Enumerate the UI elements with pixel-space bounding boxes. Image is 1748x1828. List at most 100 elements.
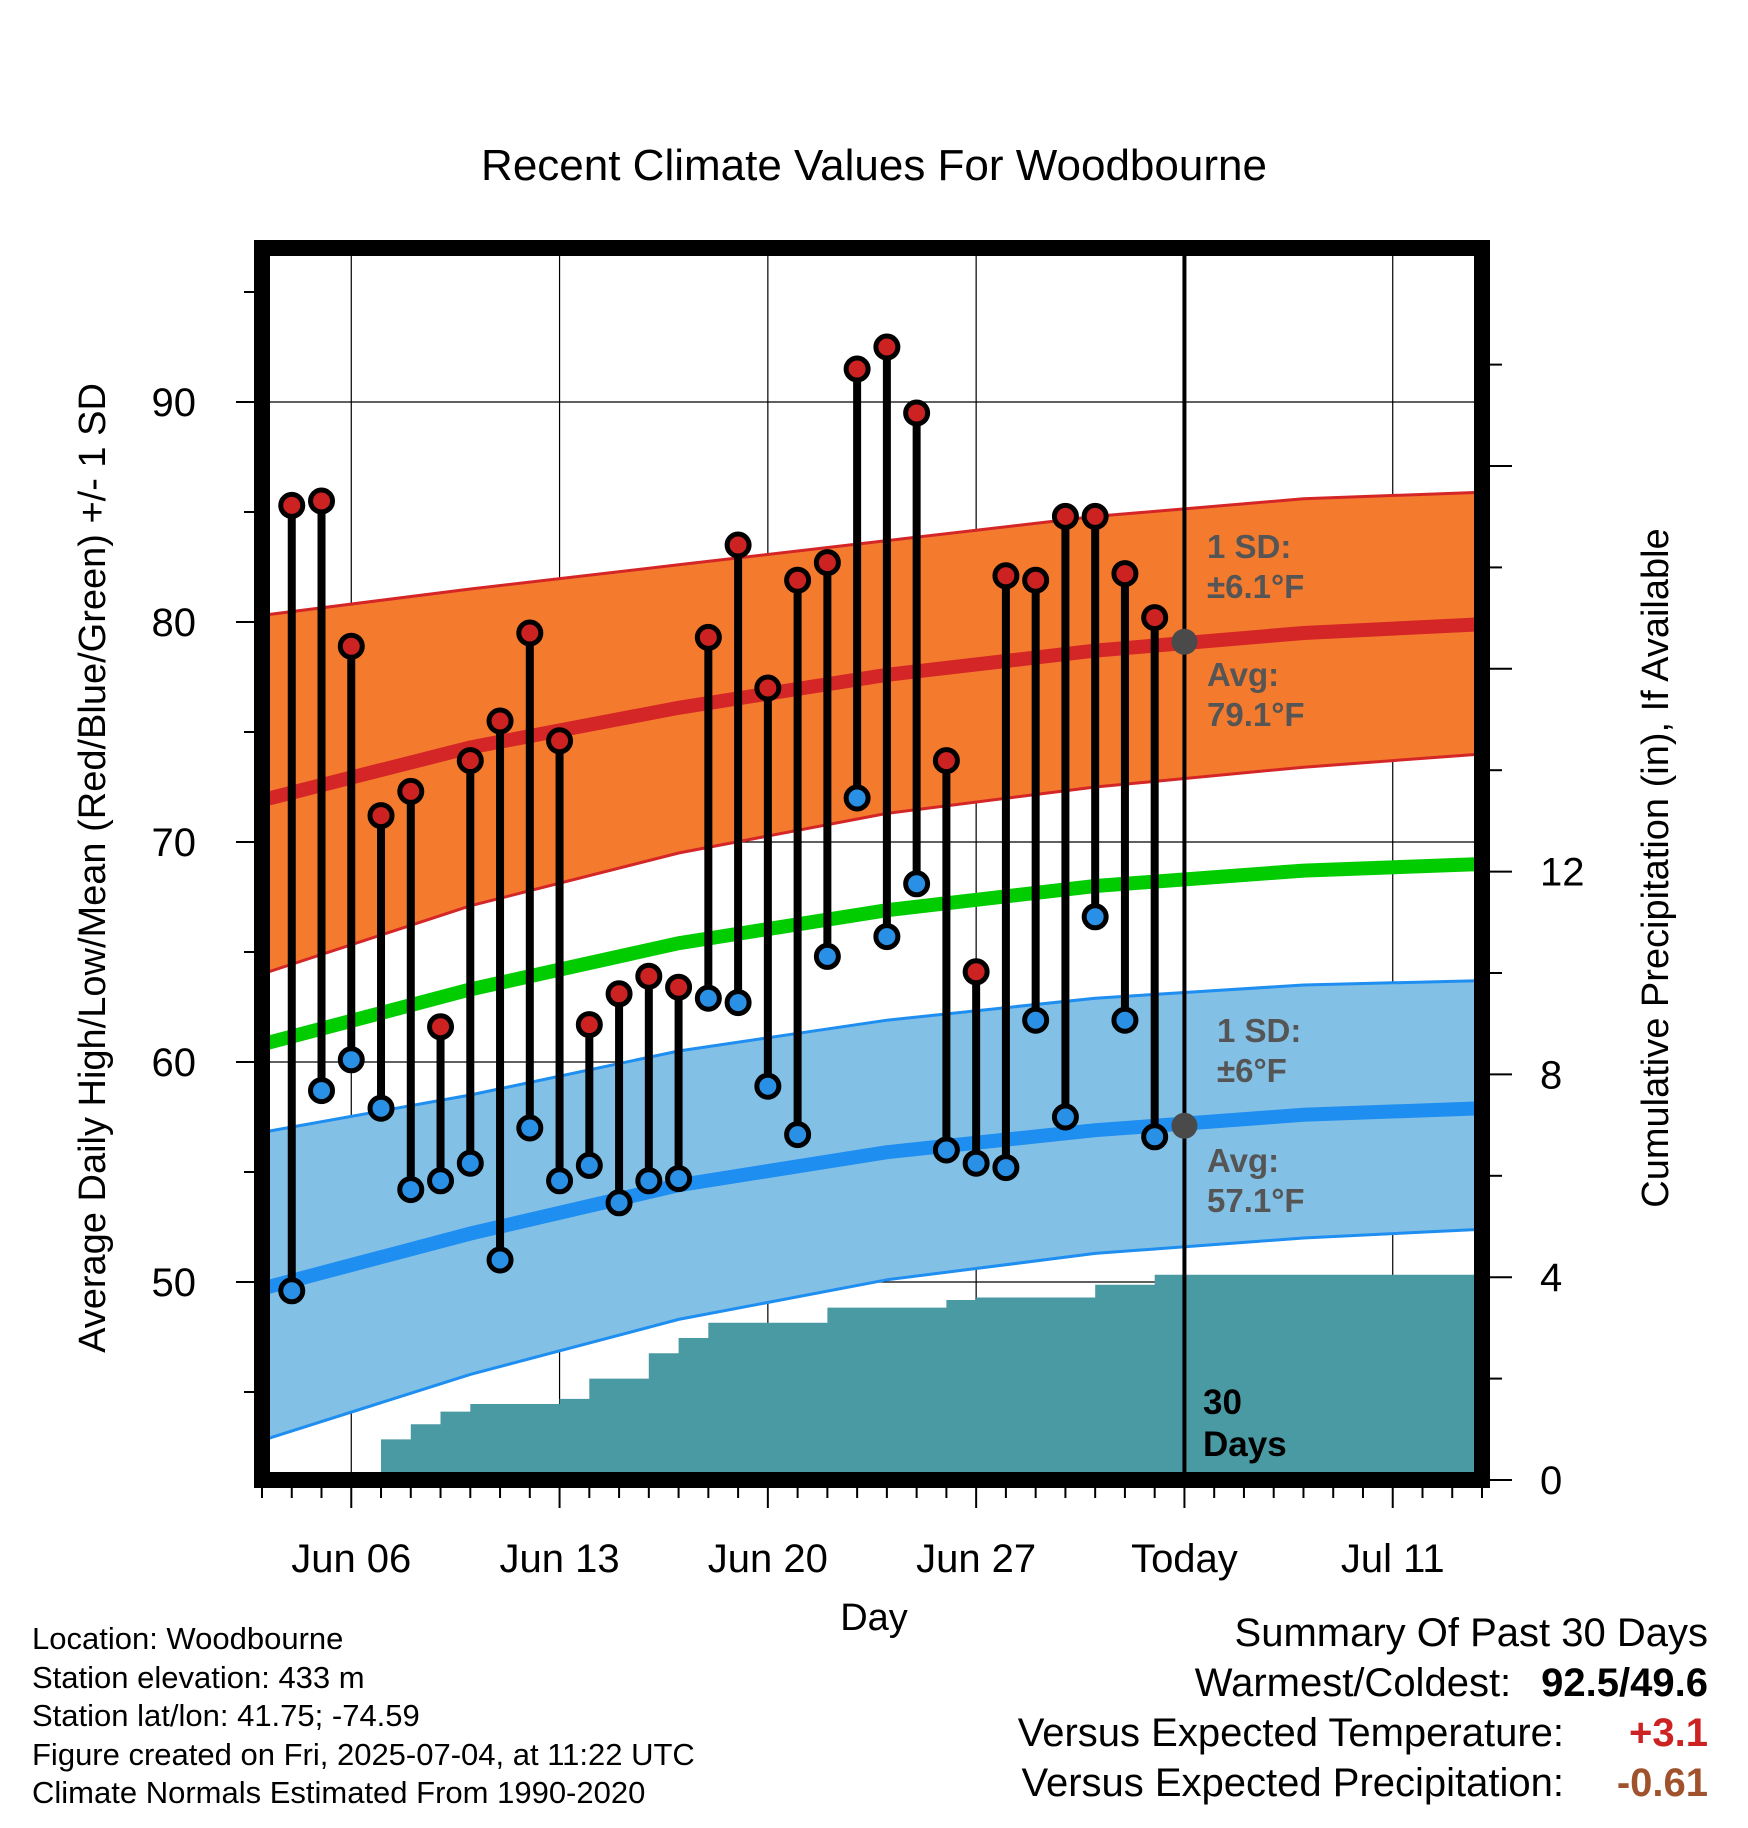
daily-low-point <box>843 784 871 812</box>
daily-high-point <box>1141 604 1169 632</box>
summary-precip-row: Versus Expected Precipitation: -0.61 <box>1018 1758 1708 1808</box>
x-axis-label: Day <box>840 1597 908 1639</box>
high-avg-marker <box>1171 628 1198 655</box>
daily-high-point <box>1051 502 1079 530</box>
daily-high-point <box>278 491 306 519</box>
location-text: Location: Woodbourne <box>32 1621 344 1656</box>
daily-high-point <box>813 549 841 577</box>
daily-high-point <box>694 623 722 651</box>
daily-low-point <box>575 1151 603 1179</box>
y2-axis-label: Cumulative Precipitation (in), If Availa… <box>1635 528 1677 1207</box>
daily-low-point <box>813 942 841 970</box>
precip-label: Versus Expected Precipitation: <box>1021 1761 1564 1805</box>
y-tick-label: 70 <box>152 821 197 865</box>
daily-low-point <box>278 1277 306 1305</box>
daily-low-point <box>635 1167 663 1195</box>
summary-panel: Summary Of Past 30 Days Warmest/Coldest:… <box>1018 1608 1708 1808</box>
y-axis-label: Average Daily High/Low/Mean (Red/Blue/Gr… <box>72 383 114 1353</box>
summary-warmest-row: Warmest/Coldest: 92.5/49.6 <box>1018 1658 1708 1708</box>
x-tick-label: Jun 20 <box>708 1537 828 1581</box>
summary-temp-row: Versus Expected Temperature: +3.1 <box>1018 1708 1708 1758</box>
chart-title: Recent Climate Values For Woodbourne <box>481 141 1267 190</box>
low-sd-label: 1 SD: <box>1217 1012 1301 1049</box>
y2-tick-label: 0 <box>1540 1459 1562 1503</box>
low-avg-marker <box>1171 1112 1198 1139</box>
low-avg-line <box>260 1101 1483 1296</box>
daily-low-point <box>1022 1006 1050 1034</box>
precip-value: -0.61 <box>1616 1761 1708 1805</box>
daily-high-point <box>308 487 336 515</box>
daily-low-point <box>784 1121 812 1149</box>
daily-low-point <box>754 1072 782 1100</box>
daily-high-point <box>1081 502 1109 530</box>
daily-high-point <box>1111 560 1139 588</box>
high-sd-label: 1 SD: <box>1207 528 1291 565</box>
daily-high-point <box>456 747 484 775</box>
daily-low-point <box>694 984 722 1012</box>
y2-tick-label: 4 <box>1540 1256 1562 1300</box>
daily-low-point <box>427 1167 455 1195</box>
x-tick-label: Jul 11 <box>1341 1537 1445 1581</box>
daily-low-point <box>367 1094 395 1122</box>
daily-low-point <box>1051 1103 1079 1131</box>
daily-low-point <box>724 989 752 1017</box>
daily-high-point <box>932 747 960 775</box>
daily-low-point <box>873 923 901 951</box>
daily-high-point <box>903 399 931 427</box>
y2-tick-label: 8 <box>1540 1053 1562 1097</box>
daily-low-point <box>337 1046 365 1074</box>
daily-high-point <box>397 777 425 805</box>
plot-frame <box>254 240 1490 1488</box>
daily-high-point <box>665 973 693 1001</box>
daily-low-point <box>516 1114 544 1142</box>
low-sd-value: ±6°F <box>1217 1052 1287 1089</box>
daily-low-point <box>397 1176 425 1204</box>
x-tick-label: Jun 13 <box>500 1537 620 1581</box>
daily-high-point <box>962 958 990 986</box>
created-text: Figure created on Fri, 2025-07-04, at 11… <box>32 1736 695 1772</box>
x-tick-label: Today <box>1131 1537 1238 1581</box>
daily-high-point <box>873 333 901 361</box>
daily-high-point <box>575 1011 603 1039</box>
high-avg-label: Avg: <box>1207 656 1279 693</box>
y2-tick-label: 12 <box>1540 851 1585 895</box>
days-count-label: 30 <box>1203 1383 1242 1422</box>
daily-low-point <box>456 1149 484 1177</box>
x-tick-label: Jun 27 <box>916 1537 1036 1581</box>
daily-high-point <box>754 674 782 702</box>
daily-low-point <box>665 1165 693 1193</box>
daily-high-point <box>605 980 633 1008</box>
days-word-label: Days <box>1203 1425 1287 1464</box>
daily-high-point <box>992 562 1020 590</box>
latlon-text: Station lat/lon: 41.75; -74.59 <box>32 1698 420 1733</box>
summary-title: Summary Of Past 30 Days <box>1234 1611 1708 1655</box>
y-tick-label: 90 <box>152 381 197 425</box>
high-sd-value: ±6.1°F <box>1207 568 1304 605</box>
high-sd-band <box>262 492 1482 974</box>
daily-high-point <box>843 355 871 383</box>
daily-high-point <box>337 632 365 660</box>
elevation-text: Station elevation: 433 m <box>32 1659 365 1695</box>
daily-high-point <box>516 619 544 647</box>
y-tick-label: 80 <box>152 601 197 645</box>
normals-text: Climate Normals Estimated From 1990-2020 <box>32 1775 646 1810</box>
station-metadata: Location: Woodbourne Station elevation: … <box>32 1620 695 1813</box>
daily-low-point <box>903 870 931 898</box>
low-avg-label: Avg: <box>1207 1142 1279 1179</box>
daily-high-point <box>367 802 395 830</box>
daily-high-point <box>546 727 574 755</box>
daily-low-point <box>486 1246 514 1274</box>
daily-high-point <box>784 566 812 594</box>
daily-low-point <box>1111 1006 1139 1034</box>
y-tick-label: 60 <box>152 1041 197 1085</box>
temp-value: +3.1 <box>1629 1711 1708 1755</box>
daily-high-point <box>1022 566 1050 594</box>
daily-low-point <box>605 1189 633 1217</box>
low-sd-band <box>262 980 1482 1441</box>
warmest-value: 92.5/49.6 <box>1541 1661 1708 1705</box>
warmest-label: Warmest/Coldest: <box>1194 1661 1512 1705</box>
daily-high-point <box>724 531 752 559</box>
daily-low-point <box>1081 903 1109 931</box>
